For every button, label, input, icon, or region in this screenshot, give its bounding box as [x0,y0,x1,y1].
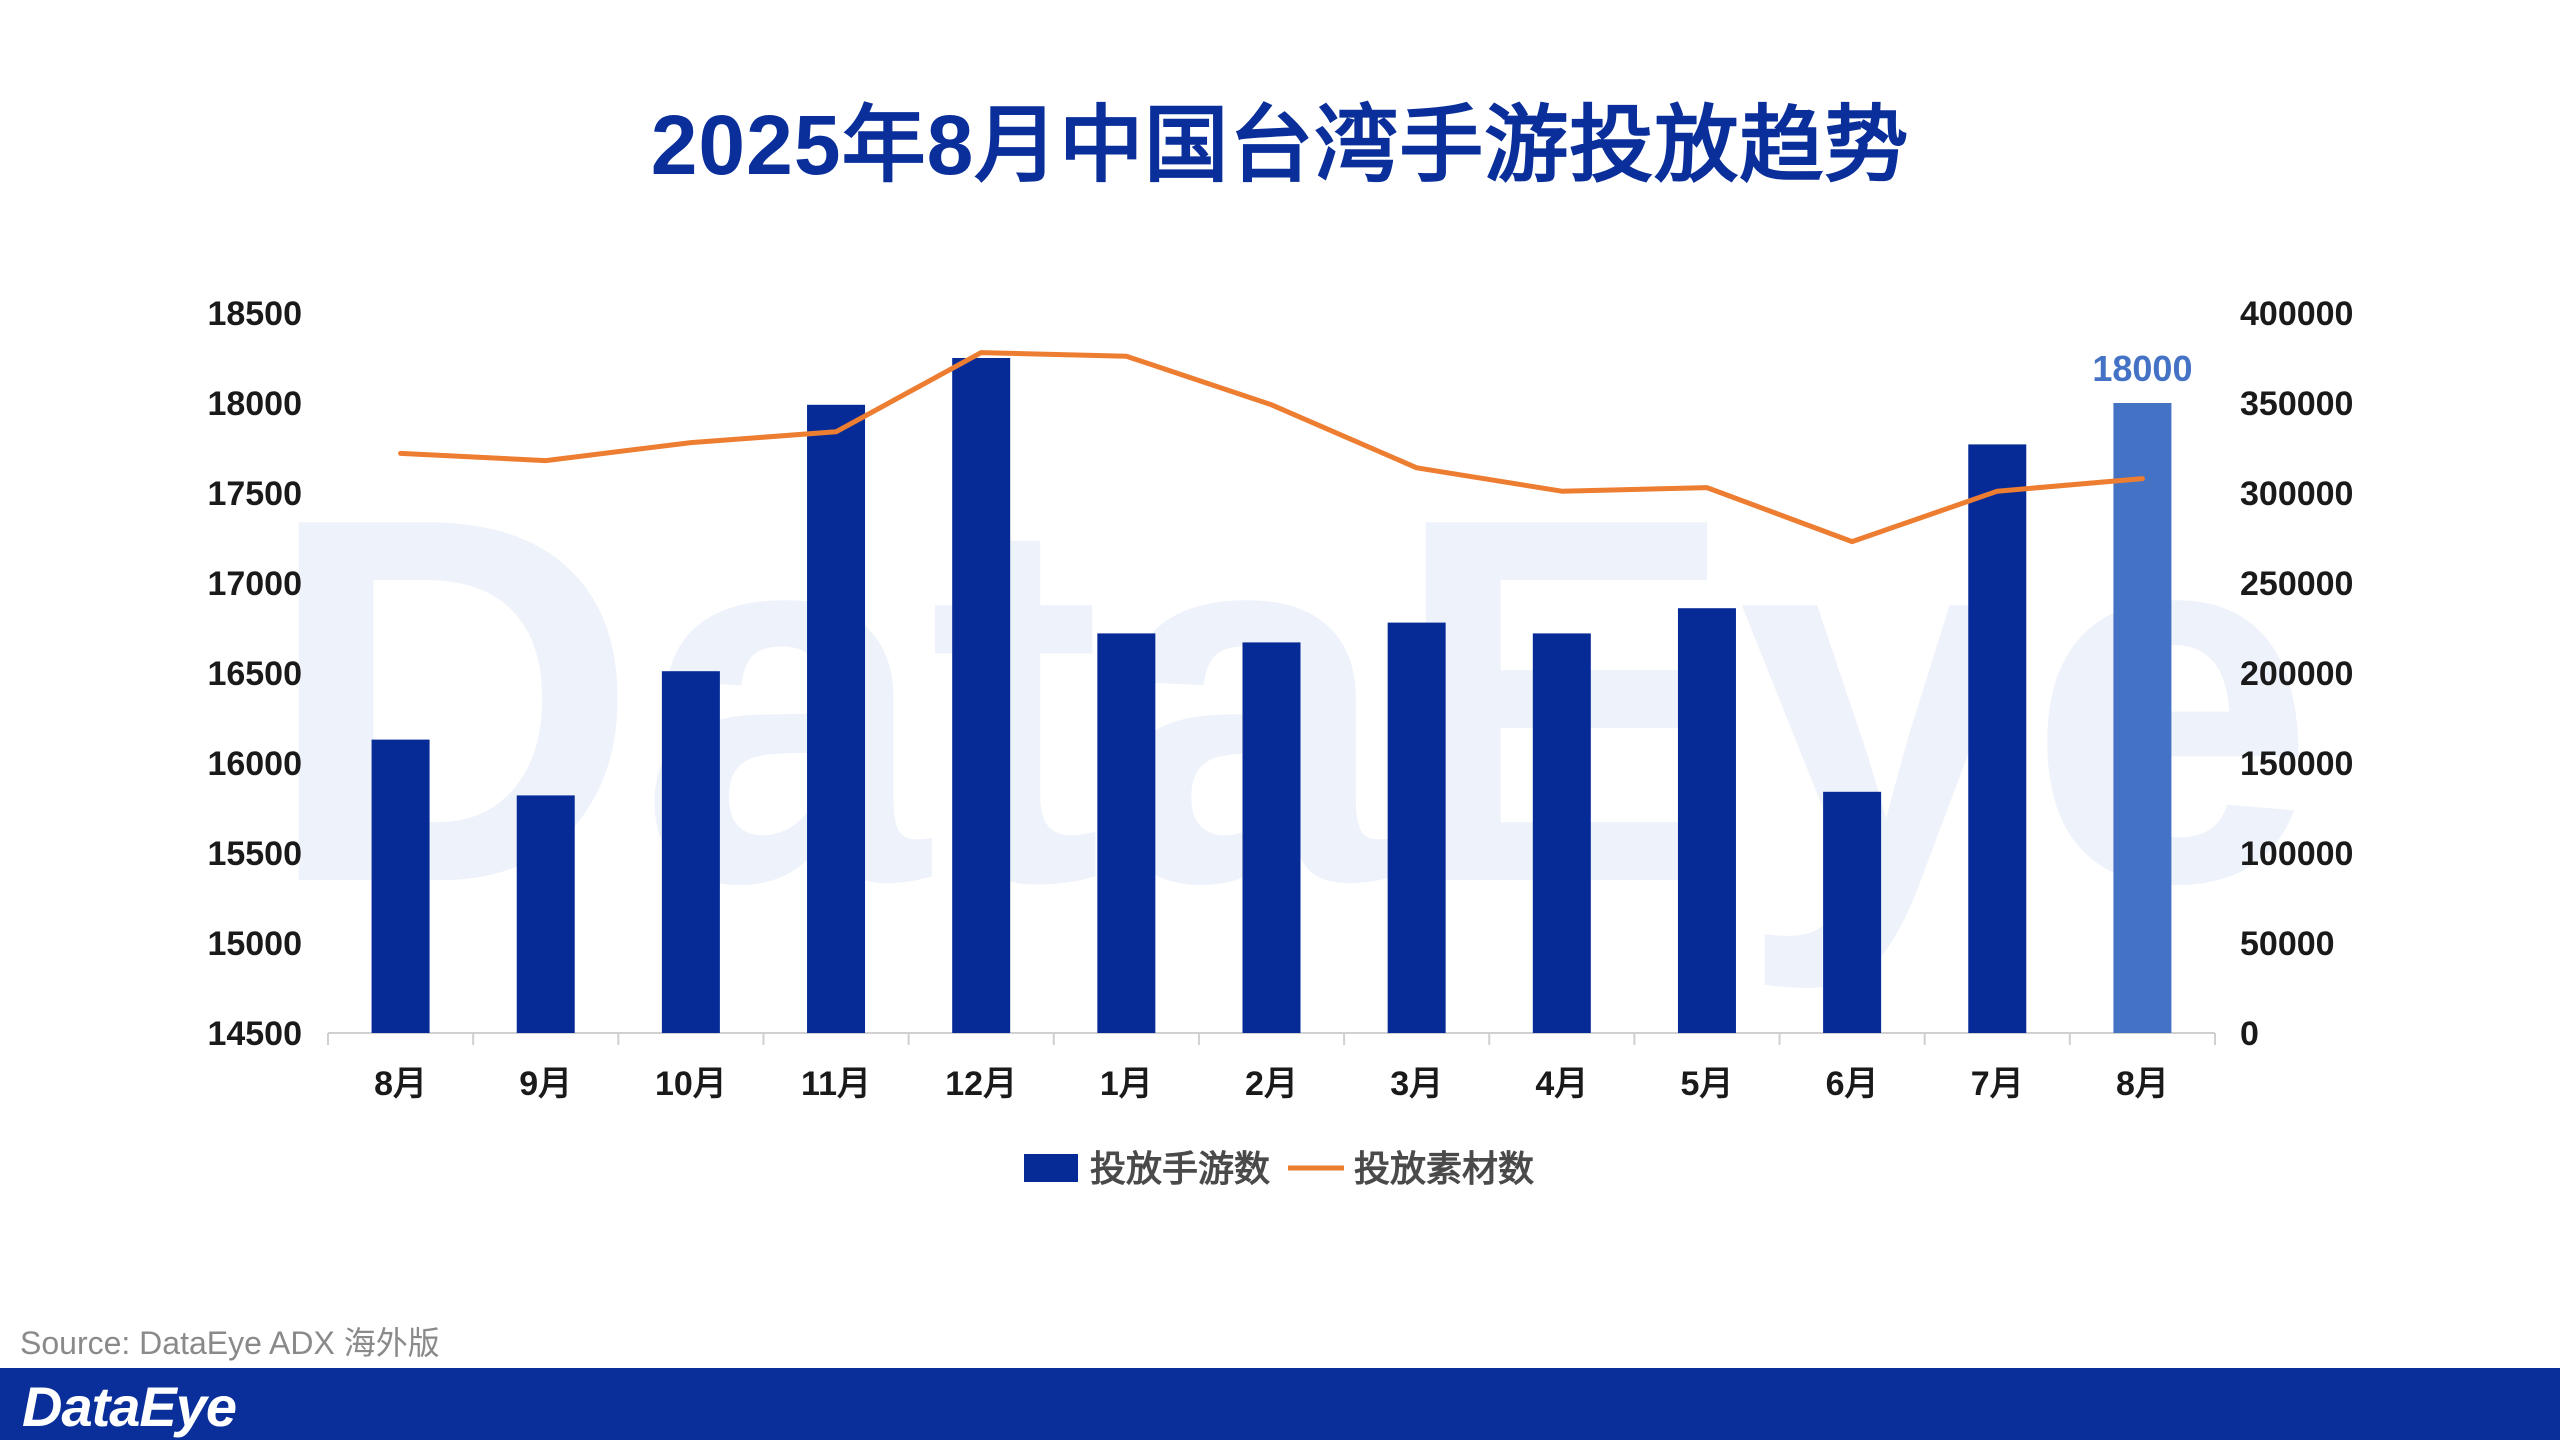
right-tick-label: 0 [2240,1015,2259,1053]
bar [1242,642,1301,1033]
x-tick-label: 11月 [801,1065,871,1103]
bar-series [371,358,2172,1033]
x-tick-label: 9月 [519,1065,572,1103]
bar [1677,608,1736,1033]
legend-label-bar: 投放手游数 [1090,1148,1270,1189]
x-axis-ticks [327,1033,2216,1045]
footer-bar: DataEye [0,1368,2560,1440]
right-tick-label: 50000 [2240,925,2335,963]
bar [1823,791,1882,1033]
left-tick-label: 17000 [207,565,302,603]
x-tick-label: 5月 [1681,1065,1734,1103]
bar [1097,633,1156,1033]
left-tick-label: 15500 [207,835,302,873]
legend-swatch-bar [1024,1154,1078,1182]
x-tick-label: 8月 [374,1065,427,1103]
chart-canvas: DataEye 14500150001550016000165001700017… [207,295,2353,1189]
bar [661,671,720,1033]
data-labels: 18000 [2092,348,2192,389]
bar [807,404,866,1033]
right-tick-label: 350000 [2240,385,2353,423]
legend: 投放手游数 投放素材数 [1024,1148,1534,1189]
left-y-axis: 14500 15000 15500 16000 16500 17000 17500 18000… [207,295,302,1053]
bar [371,739,430,1033]
left-tick-label: 16000 [207,745,302,783]
chart-title: 2025年8月中国台湾手游投放趋势 [650,98,1910,192]
right-tick-label: 250000 [2240,565,2353,603]
x-tick-label: 7月 [1971,1065,2024,1103]
right-tick-label: 200000 [2240,655,2353,693]
left-tick-label: 16500 [207,655,302,693]
x-axis-labels: 8月 9月 10月 11月 12月 1月 2月 3月 4月 5月 6月 7月 8月 [374,1065,2169,1103]
right-tick-label: 300000 [2240,475,2353,513]
x-tick-label: 1月 [1100,1065,1153,1103]
bar [1387,622,1446,1033]
x-tick-label: 2月 [1245,1065,1298,1103]
bar [1968,444,2027,1033]
x-tick-label: 4月 [1535,1065,1588,1103]
left-tick-label: 17500 [207,475,302,513]
left-tick-label: 18500 [207,295,302,333]
bar [952,358,1011,1033]
source-note: Source: DataEye ADX 海外版 [20,1325,440,1361]
x-tick-label: 6月 [1826,1065,1879,1103]
right-tick-label: 100000 [2240,835,2353,873]
x-tick-label: 10月 [655,1065,727,1103]
right-tick-label: 400000 [2240,295,2353,333]
left-tick-label: 14500 [207,1015,302,1053]
footer-logo: DataEye [22,1375,237,1438]
bar [2113,403,2172,1033]
line-series [398,350,2145,545]
bar [1532,633,1591,1033]
left-tick-label: 15000 [207,925,302,963]
x-tick-label: 8月 [2116,1065,2169,1103]
line-path [398,350,2145,545]
left-tick-label: 18000 [207,385,302,423]
bar [516,795,575,1033]
x-tick-label: 3月 [1390,1065,1443,1103]
right-tick-label: 150000 [2240,745,2353,783]
x-tick-label: 12月 [945,1065,1017,1103]
data-label: 18000 [2092,348,2192,389]
legend-label-line: 投放素材数 [1354,1148,1534,1189]
right-y-axis: 0 50000 100000 150000 200000 250000 300000 3500… [2240,295,2353,1053]
